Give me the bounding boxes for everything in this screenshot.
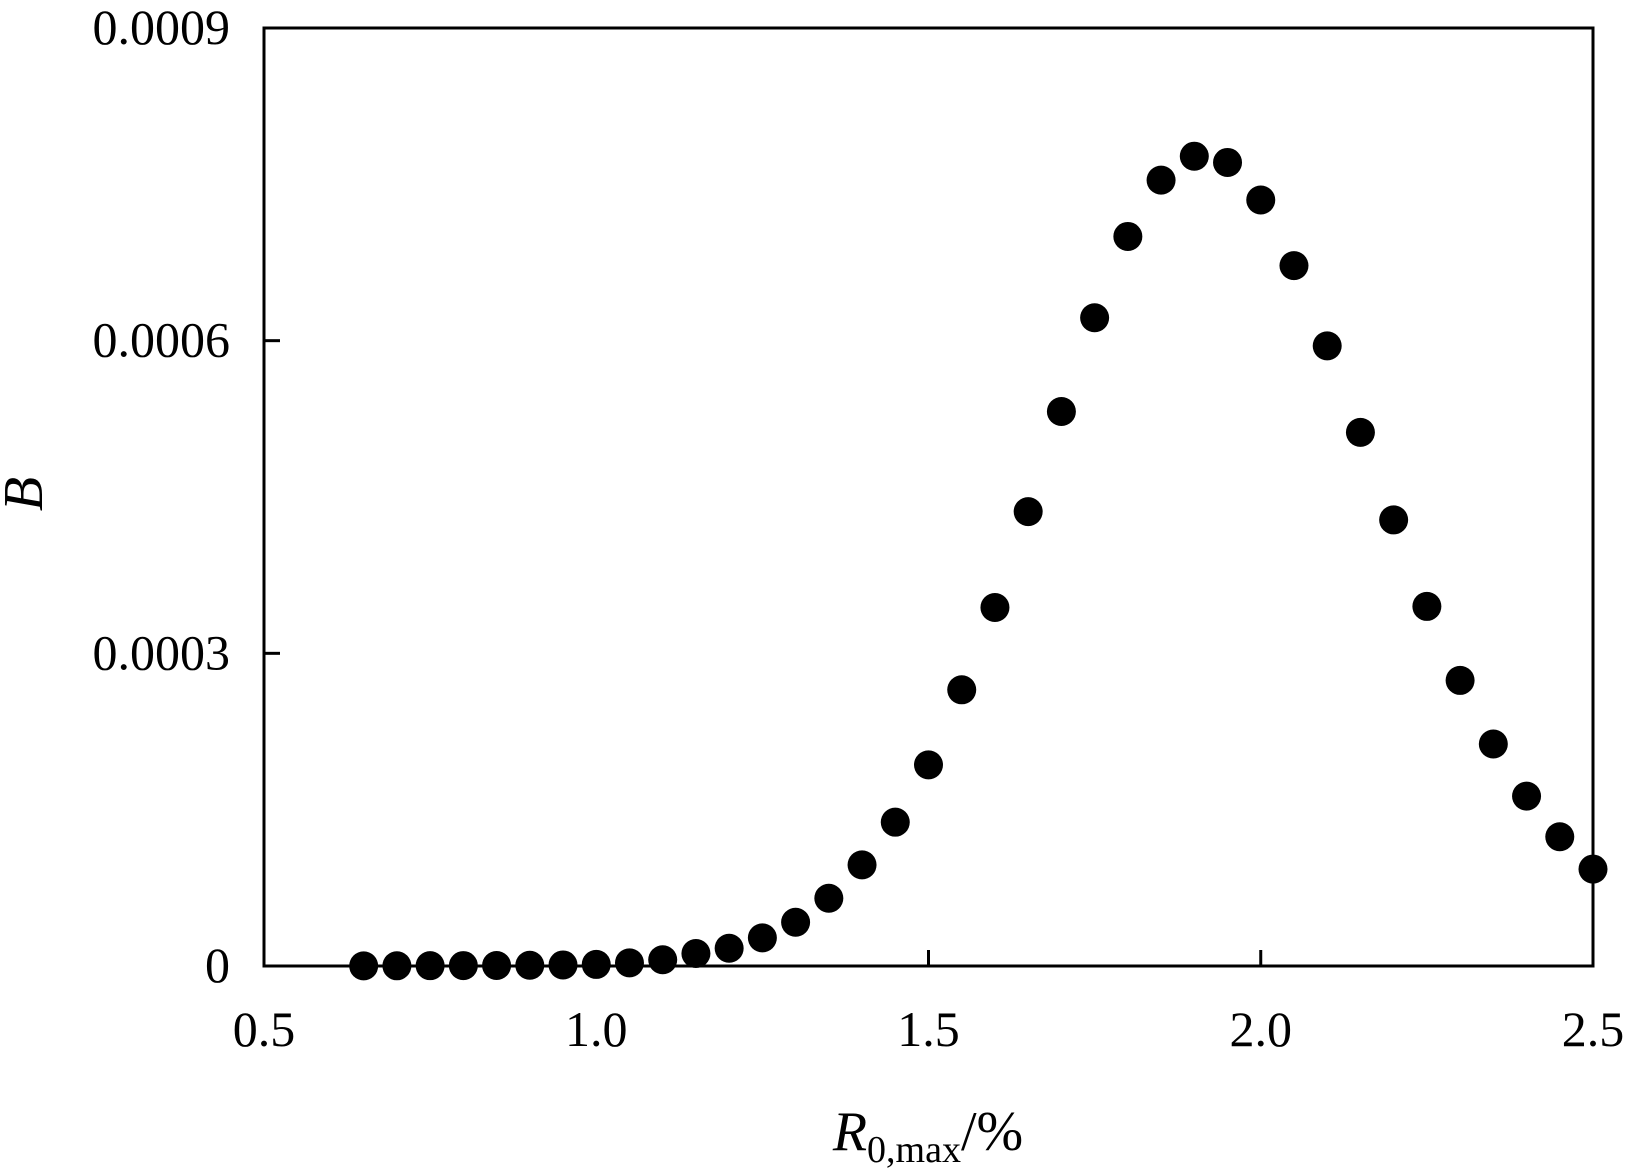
tick-labels: 0.5 1.0 1.5 2.0 2.5 0 0.0003 0.0006 0.0009 [93, 0, 1625, 1057]
data-point [1578, 854, 1608, 884]
data-point [1213, 147, 1243, 177]
data-point [781, 907, 811, 937]
data-point [1512, 781, 1542, 811]
data-point [382, 951, 412, 981]
x-tick-label: 2.0 [1230, 1001, 1293, 1057]
data-point [614, 948, 644, 978]
data-point [1312, 331, 1342, 361]
y-tick-label: 0.0009 [93, 0, 231, 55]
x-axis-label-unit: /% [961, 1101, 1023, 1163]
x-tick-label: 1.5 [897, 1001, 960, 1057]
data-point [1113, 221, 1143, 251]
x-axis-label: R0,max/% [832, 1101, 1023, 1169]
data-point [1379, 505, 1409, 535]
data-point [1179, 141, 1209, 171]
data-point [349, 951, 379, 981]
y-axis-label: B [0, 477, 55, 511]
data-point [1279, 251, 1309, 281]
x-tick-label: 1.0 [565, 1001, 628, 1057]
data-point [1478, 729, 1508, 759]
plot-frame [262, 26, 1595, 968]
axis-ticks [262, 26, 1595, 968]
x-axis-label-main: R [832, 1101, 867, 1163]
data-point [515, 950, 545, 980]
data-point [1246, 185, 1276, 215]
data-point [548, 950, 578, 980]
data-point [648, 945, 678, 975]
data-point [814, 883, 844, 913]
data-point [482, 950, 512, 980]
data-point [947, 675, 977, 705]
data-point [1345, 417, 1375, 447]
data-point [914, 750, 943, 780]
data-point [747, 923, 777, 953]
data-point [1046, 397, 1076, 427]
y-tick-label: 0.0003 [93, 624, 231, 680]
data-point [448, 951, 478, 981]
data-point [847, 850, 877, 880]
data-point [415, 951, 445, 981]
data-point [1080, 303, 1110, 333]
y-tick-label: 0.0006 [93, 312, 231, 368]
data-point [1545, 822, 1575, 852]
data-point [1445, 665, 1475, 695]
data-point [681, 938, 711, 968]
x-tick-label: 0.5 [233, 1001, 296, 1057]
data-point [1412, 591, 1442, 621]
y-tick-label: 0 [205, 937, 230, 993]
x-axis-label-sub: 0,max [867, 1129, 961, 1169]
data-point [1146, 165, 1176, 195]
data-point [714, 933, 744, 963]
data-points [349, 141, 1608, 981]
data-point [980, 592, 1010, 622]
x-tick-label: 2.5 [1562, 1001, 1625, 1057]
data-point [1013, 497, 1043, 527]
data-point [880, 807, 910, 837]
data-point [581, 949, 611, 979]
